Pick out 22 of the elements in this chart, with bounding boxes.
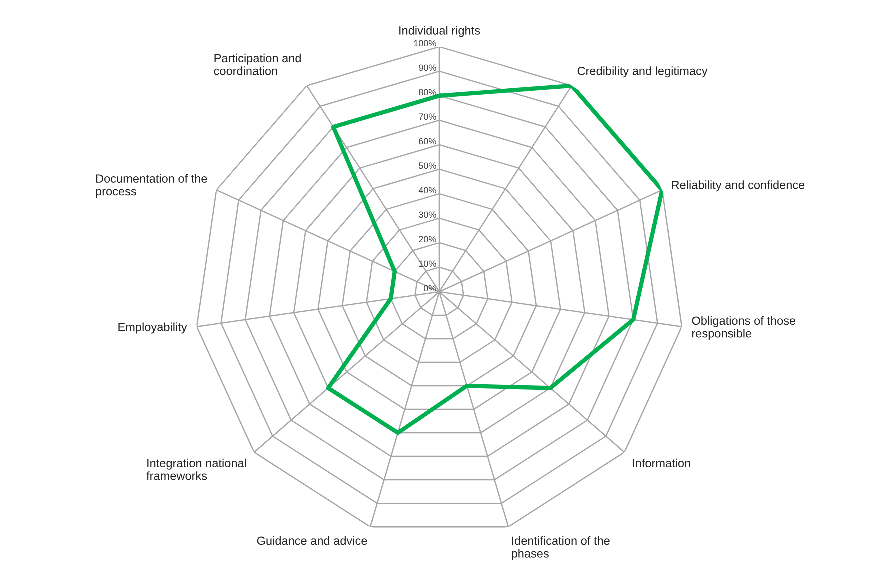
spoke-label: Employability: [118, 322, 188, 334]
y-tick-label: 40%: [418, 187, 436, 194]
y-tick-label: 10%: [419, 260, 436, 268]
spoke-label: Information: [633, 458, 690, 468]
spoke-label: Integration national frameworks: [146, 458, 246, 480]
y-tick-label: 70%: [419, 114, 436, 120]
y-tick-label: 60%: [419, 138, 436, 145]
spoke-label: Documentation of the process: [96, 174, 208, 198]
spoke-label: Credibility and legitimacy: [578, 66, 708, 78]
y-tick-label: 80%: [419, 89, 436, 96]
y-tick-label: 50%: [419, 162, 436, 170]
spoke-label: Individual rights: [400, 26, 480, 38]
y-tick-label: 0%: [424, 285, 436, 292]
y-tick-label: 90%: [419, 64, 436, 72]
spoke-label: Identification of the phases: [512, 536, 610, 560]
spoke-label: Reliability and confidence: [672, 180, 805, 192]
y-tick-label: 100%: [414, 40, 436, 47]
y-tick-label: 30%: [419, 212, 436, 218]
spoke-label: Guidance and advice: [257, 536, 368, 546]
y-tick-label: 20%: [419, 236, 436, 243]
spoke-label: Obligations of those responsible: [692, 316, 796, 340]
spoke-label: Participation and coordination: [214, 54, 301, 76]
